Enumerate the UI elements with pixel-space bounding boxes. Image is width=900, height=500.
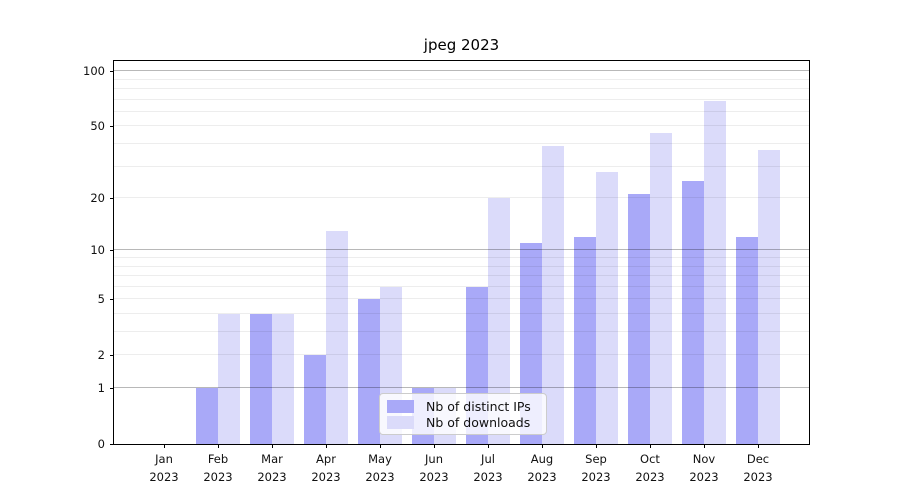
x-tick-label-dec: Dec 2023 bbox=[743, 452, 773, 484]
x-tick-mark bbox=[596, 444, 597, 448]
y-tick-label: 1 bbox=[97, 381, 105, 395]
bar-nb-of-distinct-ips-nov bbox=[682, 180, 704, 444]
bar-nb-of-distinct-ips-dec bbox=[736, 236, 758, 444]
x-tick-label-apr: Apr 2023 bbox=[311, 452, 341, 484]
y-tick-mark bbox=[110, 444, 114, 445]
x-tick-mark bbox=[542, 444, 543, 448]
bar-nb-of-distinct-ips-apr bbox=[304, 355, 326, 444]
x-tick-label-feb: Feb 2023 bbox=[203, 452, 233, 484]
x-tick-mark bbox=[704, 444, 705, 448]
x-tick-label-oct: Oct 2023 bbox=[635, 452, 665, 484]
x-tick-mark bbox=[326, 444, 327, 448]
bar-nb-of-distinct-ips-oct bbox=[628, 194, 650, 444]
y-tick-label: 20 bbox=[90, 191, 105, 205]
x-tick-label-jan: Jan 2023 bbox=[149, 452, 179, 484]
x-tick-mark bbox=[164, 444, 165, 448]
bars-layer bbox=[114, 61, 809, 444]
x-tick-label-may: May 2023 bbox=[365, 452, 395, 484]
x-tick-label-jul: Jul 2023 bbox=[473, 452, 503, 484]
x-tick-mark bbox=[272, 444, 273, 448]
bar-nb-of-downloads-sep bbox=[596, 171, 618, 444]
legend-label: Nb of distinct IPs bbox=[426, 398, 531, 414]
bar-nb-of-downloads-mar bbox=[272, 314, 294, 444]
bar-nb-of-downloads-feb bbox=[218, 314, 240, 444]
y-tick-label: 5 bbox=[97, 292, 105, 307]
x-tick-mark bbox=[218, 444, 219, 448]
x-tick-label-nov: Nov 2023 bbox=[689, 452, 719, 484]
y-tick-label: 50 bbox=[90, 119, 105, 134]
legend-item-nb-of-distinct-ips: Nb of distinct IPs bbox=[387, 398, 538, 414]
y-tick-label: 100 bbox=[83, 64, 105, 79]
plot-area: 0 1 2 5 10 20 50 100 Jan 2023 Feb 2023 Mar 2023 Apr 202… bbox=[83, 60, 810, 484]
y-tick-label: 10 bbox=[90, 243, 105, 258]
x-tick-mark bbox=[380, 444, 381, 448]
x-tick-label-aug: Aug 2023 bbox=[527, 452, 557, 484]
bar-nb-of-downloads-oct bbox=[650, 132, 672, 444]
legend: Nb of distinct IPs Nb of downloads bbox=[379, 393, 547, 435]
x-tick-mark bbox=[650, 444, 651, 448]
bar-nb-of-downloads-dec bbox=[758, 150, 780, 444]
bar-nb-of-downloads-jul bbox=[488, 198, 510, 444]
bar-nb-of-distinct-ips-sep bbox=[574, 236, 596, 444]
x-tick-label-mar: Mar 2023 bbox=[257, 452, 287, 484]
bar-nb-of-distinct-ips-mar bbox=[250, 314, 272, 444]
legend-swatch bbox=[387, 415, 414, 429]
bar-nb-of-distinct-ips-feb bbox=[196, 388, 218, 444]
x-tick-label-sep: Sep 2023 bbox=[581, 452, 611, 484]
bar-nb-of-distinct-ips-may bbox=[358, 299, 380, 444]
x-tick-mark bbox=[488, 444, 489, 448]
bar-nb-of-downloads-apr bbox=[326, 230, 348, 444]
x-tick-label-jun: Jun 2023 bbox=[419, 452, 449, 484]
chart-title: jpeg 2023 bbox=[423, 36, 500, 54]
bar-nb-of-downloads-nov bbox=[704, 100, 726, 444]
x-tick-mark bbox=[434, 444, 435, 448]
legend-item-nb-of-downloads: Nb of downloads bbox=[387, 414, 538, 430]
y-tick-label: 0 bbox=[97, 437, 105, 451]
bar-nb-of-downloads-aug bbox=[542, 146, 564, 444]
legend-label: Nb of downloads bbox=[426, 414, 531, 430]
legend-swatch bbox=[387, 399, 414, 413]
x-tick-mark bbox=[758, 444, 759, 448]
y-tick-label: 2 bbox=[97, 348, 105, 363]
